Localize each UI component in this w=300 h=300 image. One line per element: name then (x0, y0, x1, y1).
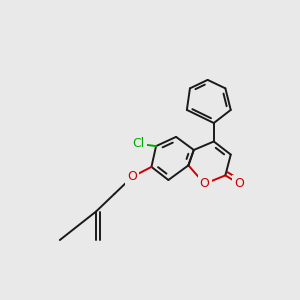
Text: O: O (127, 170, 137, 183)
Text: O: O (234, 177, 244, 190)
Text: O: O (200, 177, 209, 190)
Text: Cl: Cl (132, 137, 145, 150)
